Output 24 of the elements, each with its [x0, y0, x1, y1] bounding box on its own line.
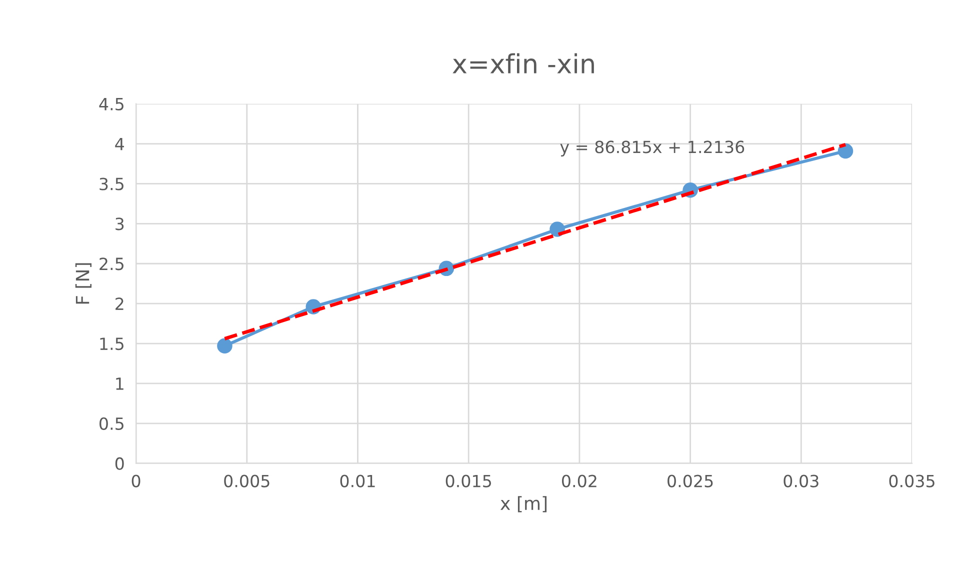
y-tick-label: 2.5 — [100, 258, 124, 270]
y-axis-title: F [N] — [75, 263, 92, 304]
y-tick-label: 2 — [116, 298, 124, 310]
y-tick-label: 4.5 — [99, 98, 124, 110]
x-tick-label: 0.01 — [340, 474, 375, 488]
point — [838, 143, 854, 159]
y-tick-label: 4 — [115, 138, 124, 150]
x-tick-label: 0.03 — [784, 474, 818, 488]
x-tick-label: 0.015 — [446, 474, 491, 488]
x-tick-label: 0.035 — [889, 474, 934, 488]
x-tick-label: 0 — [132, 474, 140, 488]
y-tick-label: 3.5 — [100, 178, 124, 190]
point — [217, 338, 232, 354]
x-tick-label: 0.005 — [224, 474, 270, 488]
chart-title: x=xfin -xin — [452, 53, 594, 74]
y-tick-label: 0.5 — [100, 417, 124, 430]
y-tick-label: 1.5 — [100, 338, 124, 350]
x-tick-label: 0.025 — [668, 474, 713, 488]
annotation: y = 86.815x + 1.2136 — [560, 140, 744, 156]
y-tick-label: 1 — [116, 378, 124, 390]
x-tick-label: 0.02 — [562, 474, 596, 488]
x-axis-title: x [m] — [500, 496, 547, 512]
y-tick-label: 3 — [116, 218, 124, 230]
y-tick-label: 0 — [115, 457, 124, 470]
